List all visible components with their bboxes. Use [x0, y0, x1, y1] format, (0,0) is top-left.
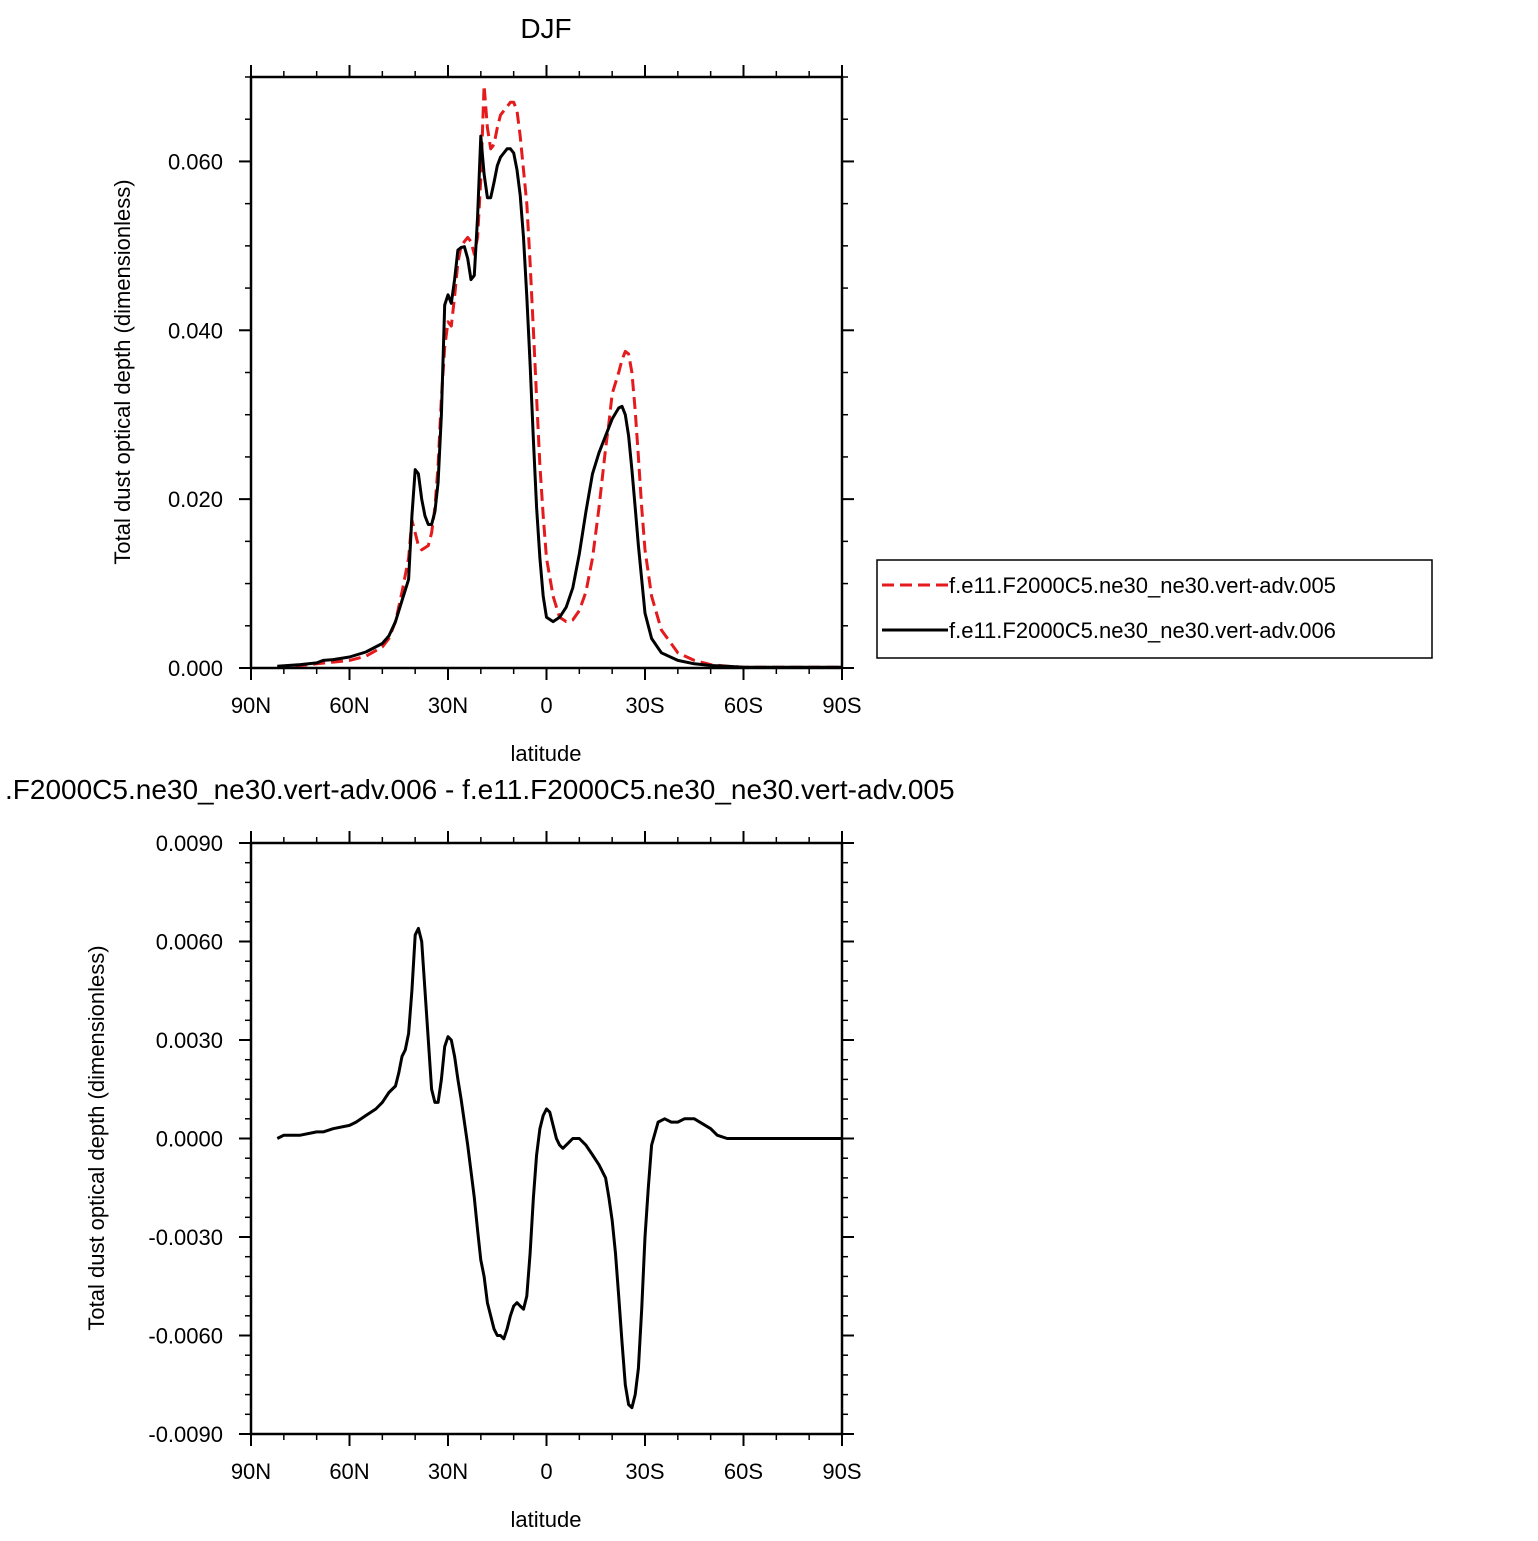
- top-y-tick-label: 0.020: [168, 487, 223, 512]
- top-x-tick-label: 60N: [329, 693, 369, 718]
- bottom-plot-frame: [249, 841, 844, 1436]
- top-x-axis-label: latitude: [511, 741, 582, 766]
- bottom-plot-area: [276, 926, 842, 1410]
- legend: f.e11.F2000C5.ne30_ne30.vert-adv.005 f.e…: [876, 559, 1433, 659]
- bottom-series-line-0: [276, 926, 842, 1410]
- bottom-y-tick-label: 0.0030: [156, 1028, 223, 1053]
- bottom-chart-title: .F2000C5.ne30_ne30.vert-adv.006 - f.e11.…: [5, 774, 955, 805]
- bottom-x-tick-label: 90S: [822, 1459, 861, 1484]
- bottom-x-tick-label: 60N: [329, 1459, 369, 1484]
- top-y-axis-label: Total dust optical depth (dimensionless): [110, 179, 135, 564]
- legend-label-005: f.e11.F2000C5.ne30_ne30.vert-adv.005: [949, 573, 1336, 598]
- bottom-y-tick-label: 0.0090: [156, 831, 223, 856]
- bottom-x-tick-label: 90N: [231, 1459, 271, 1484]
- bottom-y-tick-label: -0.0060: [148, 1324, 223, 1349]
- top-x-tick-label: 90N: [231, 693, 271, 718]
- top-y-tick-label: 0.000: [168, 656, 223, 681]
- bottom-y-axis-label: Total dust optical depth (dimensionless): [84, 945, 109, 1330]
- top-axis-ticks: 90N 60N 30N 0 30S 60S 90S 0.000 0.020 0.040 0.060: [168, 65, 862, 718]
- bottom-x-tick-label: 30N: [428, 1459, 468, 1484]
- top-series-line-0: [277, 83, 842, 669]
- top-series-line-1: [277, 134, 842, 669]
- bottom-y-tick-label: 0.0060: [156, 930, 223, 955]
- top-chart-title: DJF: [520, 13, 571, 44]
- bottom-panel: .F2000C5.ne30_ne30.vert-adv.006 - f.e11.…: [5, 774, 955, 1532]
- top-x-tick-label: 0: [540, 693, 552, 718]
- bottom-axis-ticks: 90N 60N 30N 0 30S 60S 90S -0.0090 -0.0060 -0.0030…: [148, 831, 862, 1484]
- top-x-tick-label: 30S: [625, 693, 664, 718]
- legend-box: [876, 559, 1433, 659]
- top-x-tick-label: 90S: [822, 693, 861, 718]
- top-x-tick-label: 30N: [428, 693, 468, 718]
- top-panel: DJF Total dust optical depth (dimensionl…: [110, 13, 862, 766]
- top-plot-area: [277, 83, 842, 669]
- bottom-y-tick-label: 0.0000: [156, 1127, 223, 1152]
- bottom-x-tick-label: 30S: [625, 1459, 664, 1484]
- top-y-tick-label: 0.040: [168, 318, 223, 343]
- bottom-x-tick-label: 60S: [724, 1459, 763, 1484]
- bottom-y-tick-label: -0.0090: [148, 1422, 223, 1447]
- top-plot-frame: [249, 75, 844, 670]
- top-x-tick-label: 60S: [724, 693, 763, 718]
- bottom-y-tick-label: -0.0030: [148, 1225, 223, 1250]
- top-y-tick-label: 0.060: [168, 149, 223, 174]
- bottom-x-tick-label: 0: [540, 1459, 552, 1484]
- legend-label-006: f.e11.F2000C5.ne30_ne30.vert-adv.006: [949, 618, 1336, 643]
- bottom-x-axis-label: latitude: [511, 1507, 582, 1532]
